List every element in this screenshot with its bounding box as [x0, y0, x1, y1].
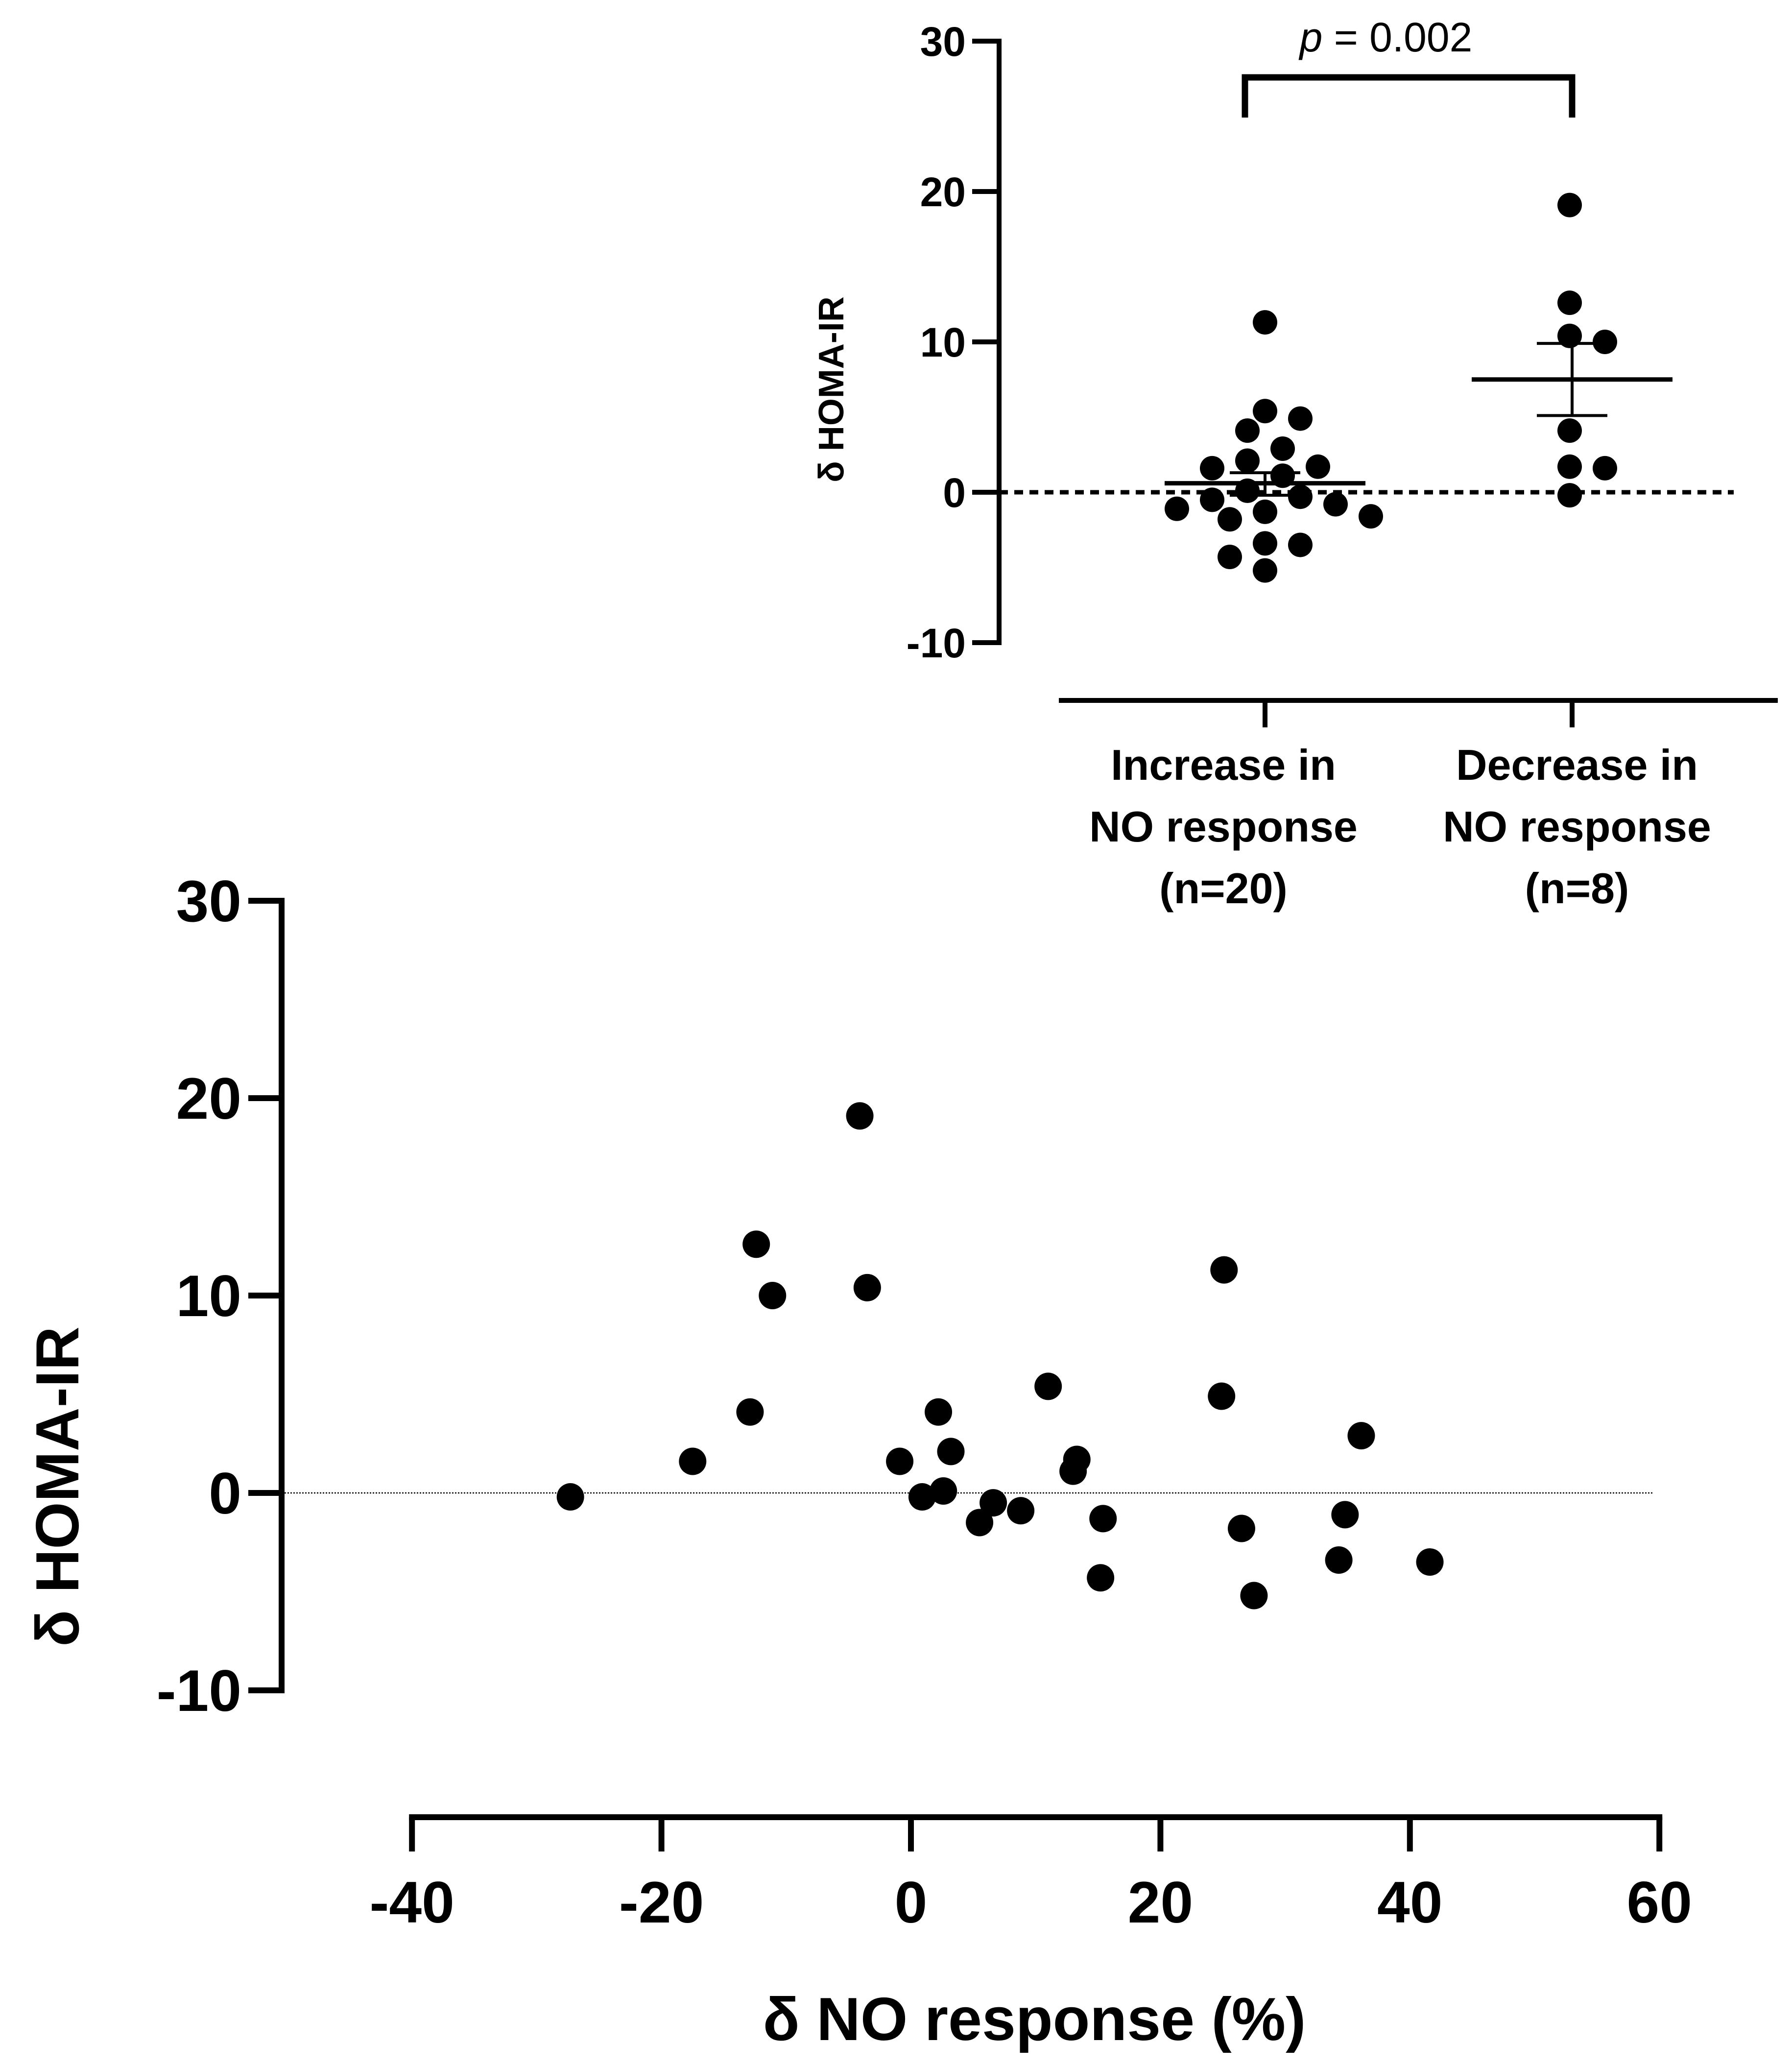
- main-data-point: [980, 1489, 1007, 1517]
- inset-x-ticks: Increase in NO response (n=20) Decrease in N…: [1089, 700, 1711, 913]
- p-value-symbol: p: [1298, 14, 1323, 60]
- main-data-point: [1210, 1256, 1238, 1284]
- main-y-axis-label: δ HOMA-IR: [24, 1326, 92, 1647]
- p-value-text: = 0.002: [1322, 14, 1472, 60]
- inset-category-label: NO response: [1089, 802, 1358, 851]
- inset-mean-sem-bars: [1165, 342, 1673, 497]
- main-x-tick-label: 60: [1626, 1870, 1692, 1935]
- main-data-point: [966, 1509, 994, 1537]
- inset-data-point: [1288, 532, 1313, 557]
- inset-data-point: [1253, 531, 1277, 556]
- main-data-point: [853, 1274, 881, 1301]
- inset-y-tick-label: 10: [920, 319, 966, 365]
- inset-category-label: NO response: [1443, 802, 1711, 851]
- bracket-line: [1242, 74, 1576, 118]
- main-x-tick-label: 0: [895, 1870, 928, 1935]
- inset-category-label: Increase in: [1111, 741, 1336, 789]
- significance-bracket: [1242, 74, 1576, 118]
- inset-data-point: [1593, 330, 1617, 354]
- inset-data-point: [1235, 418, 1260, 443]
- inset-data-point: [1253, 399, 1277, 424]
- main-data-point: [1331, 1501, 1359, 1529]
- main-data-point: [1089, 1505, 1117, 1533]
- inset-data-point: [1165, 496, 1189, 521]
- main-data-point: [1325, 1546, 1353, 1574]
- main-x-tick-label: -40: [369, 1870, 454, 1935]
- main-data-point: [1063, 1445, 1091, 1473]
- main-data-point: [742, 1230, 770, 1258]
- inset-data-point: [1306, 454, 1330, 479]
- inset-data-point: [1557, 290, 1582, 315]
- main-data-point: [1034, 1372, 1062, 1400]
- inset-data-point: [1593, 456, 1617, 481]
- main-data-point: [1087, 1564, 1115, 1592]
- main-data-point: [1007, 1497, 1035, 1525]
- inset-data-point: [1557, 454, 1582, 479]
- main-data-point: [1240, 1582, 1268, 1610]
- inset-data-point: [1253, 499, 1277, 524]
- main-x-ticks: -40 -20 0 20 40 60: [369, 1817, 1692, 1935]
- p-value-annotation: p = 0.002: [1298, 14, 1473, 60]
- main-data-point: [937, 1438, 965, 1466]
- main-data-point: [930, 1477, 957, 1505]
- inset-data-point: [1218, 507, 1242, 532]
- main-data-point: [736, 1398, 764, 1426]
- inset-data-point: [1288, 406, 1313, 431]
- main-data-point: [846, 1102, 874, 1130]
- main-x-tick-label: -20: [619, 1870, 704, 1935]
- main-data-point: [925, 1398, 953, 1426]
- inset-data-point: [1270, 436, 1295, 461]
- inset-points: [1165, 192, 1617, 583]
- main-y-tick-label: 10: [176, 1263, 241, 1329]
- inset-data-point: [1253, 310, 1277, 335]
- main-x-tick-label: 20: [1128, 1870, 1193, 1935]
- main-points: [556, 1102, 1444, 1610]
- inset-y-axis-label: δ HOMA-IR: [812, 296, 851, 482]
- inset-data-point: [1200, 456, 1224, 481]
- main-y-tick-label: 20: [176, 1066, 241, 1131]
- main-y-tick-label: 30: [176, 868, 241, 934]
- inset-y-ticks: -10 0 10 20 30: [907, 19, 999, 666]
- main-data-point: [1227, 1514, 1255, 1542]
- inset-data-point: [1359, 504, 1383, 529]
- inset-y-tick-label: 0: [943, 470, 966, 516]
- inset-y-tick-label: 20: [920, 169, 966, 215]
- main-data-point: [908, 1483, 936, 1511]
- inset-dot-plot: -10 0 10 20 30 Increase in NO response (n=20) D…: [812, 14, 1778, 913]
- main-data-point: [1416, 1548, 1444, 1576]
- inset-category-label: (n=8): [1525, 864, 1629, 913]
- main-data-point: [1208, 1382, 1236, 1410]
- main-scatter-plot: -10 0 10 20 30 -40 -20 0 20 40 60 δ HOMA-IR δ NO …: [24, 868, 1692, 2053]
- main-data-point: [759, 1282, 787, 1309]
- inset-data-point: [1557, 483, 1582, 508]
- main-data-point: [556, 1483, 584, 1511]
- inset-y-tick-label: 30: [920, 19, 966, 65]
- main-y-ticks: -10 0 10 20 30: [157, 868, 282, 1724]
- inset-category-label: Decrease in: [1456, 741, 1698, 789]
- inset-category-label: (n=20): [1159, 864, 1288, 913]
- inset-data-point: [1288, 484, 1313, 509]
- main-data-point: [1347, 1422, 1375, 1450]
- inset-data-point: [1557, 418, 1582, 443]
- main-data-point: [679, 1447, 707, 1475]
- main-data-point: [886, 1447, 914, 1475]
- inset-data-point: [1557, 192, 1582, 217]
- inset-data-point: [1218, 545, 1242, 570]
- inset-data-point: [1235, 448, 1260, 473]
- main-x-tick-label: 40: [1377, 1870, 1442, 1935]
- inset-y-tick-label: -10: [907, 620, 966, 666]
- inset-data-point: [1253, 558, 1277, 583]
- inset-data-point: [1200, 487, 1224, 512]
- main-y-tick-label: 0: [209, 1461, 241, 1526]
- inset-data-point: [1323, 492, 1348, 517]
- main-y-tick-label: -10: [157, 1658, 241, 1724]
- main-x-axis-label: δ NO response (%): [763, 1986, 1306, 2053]
